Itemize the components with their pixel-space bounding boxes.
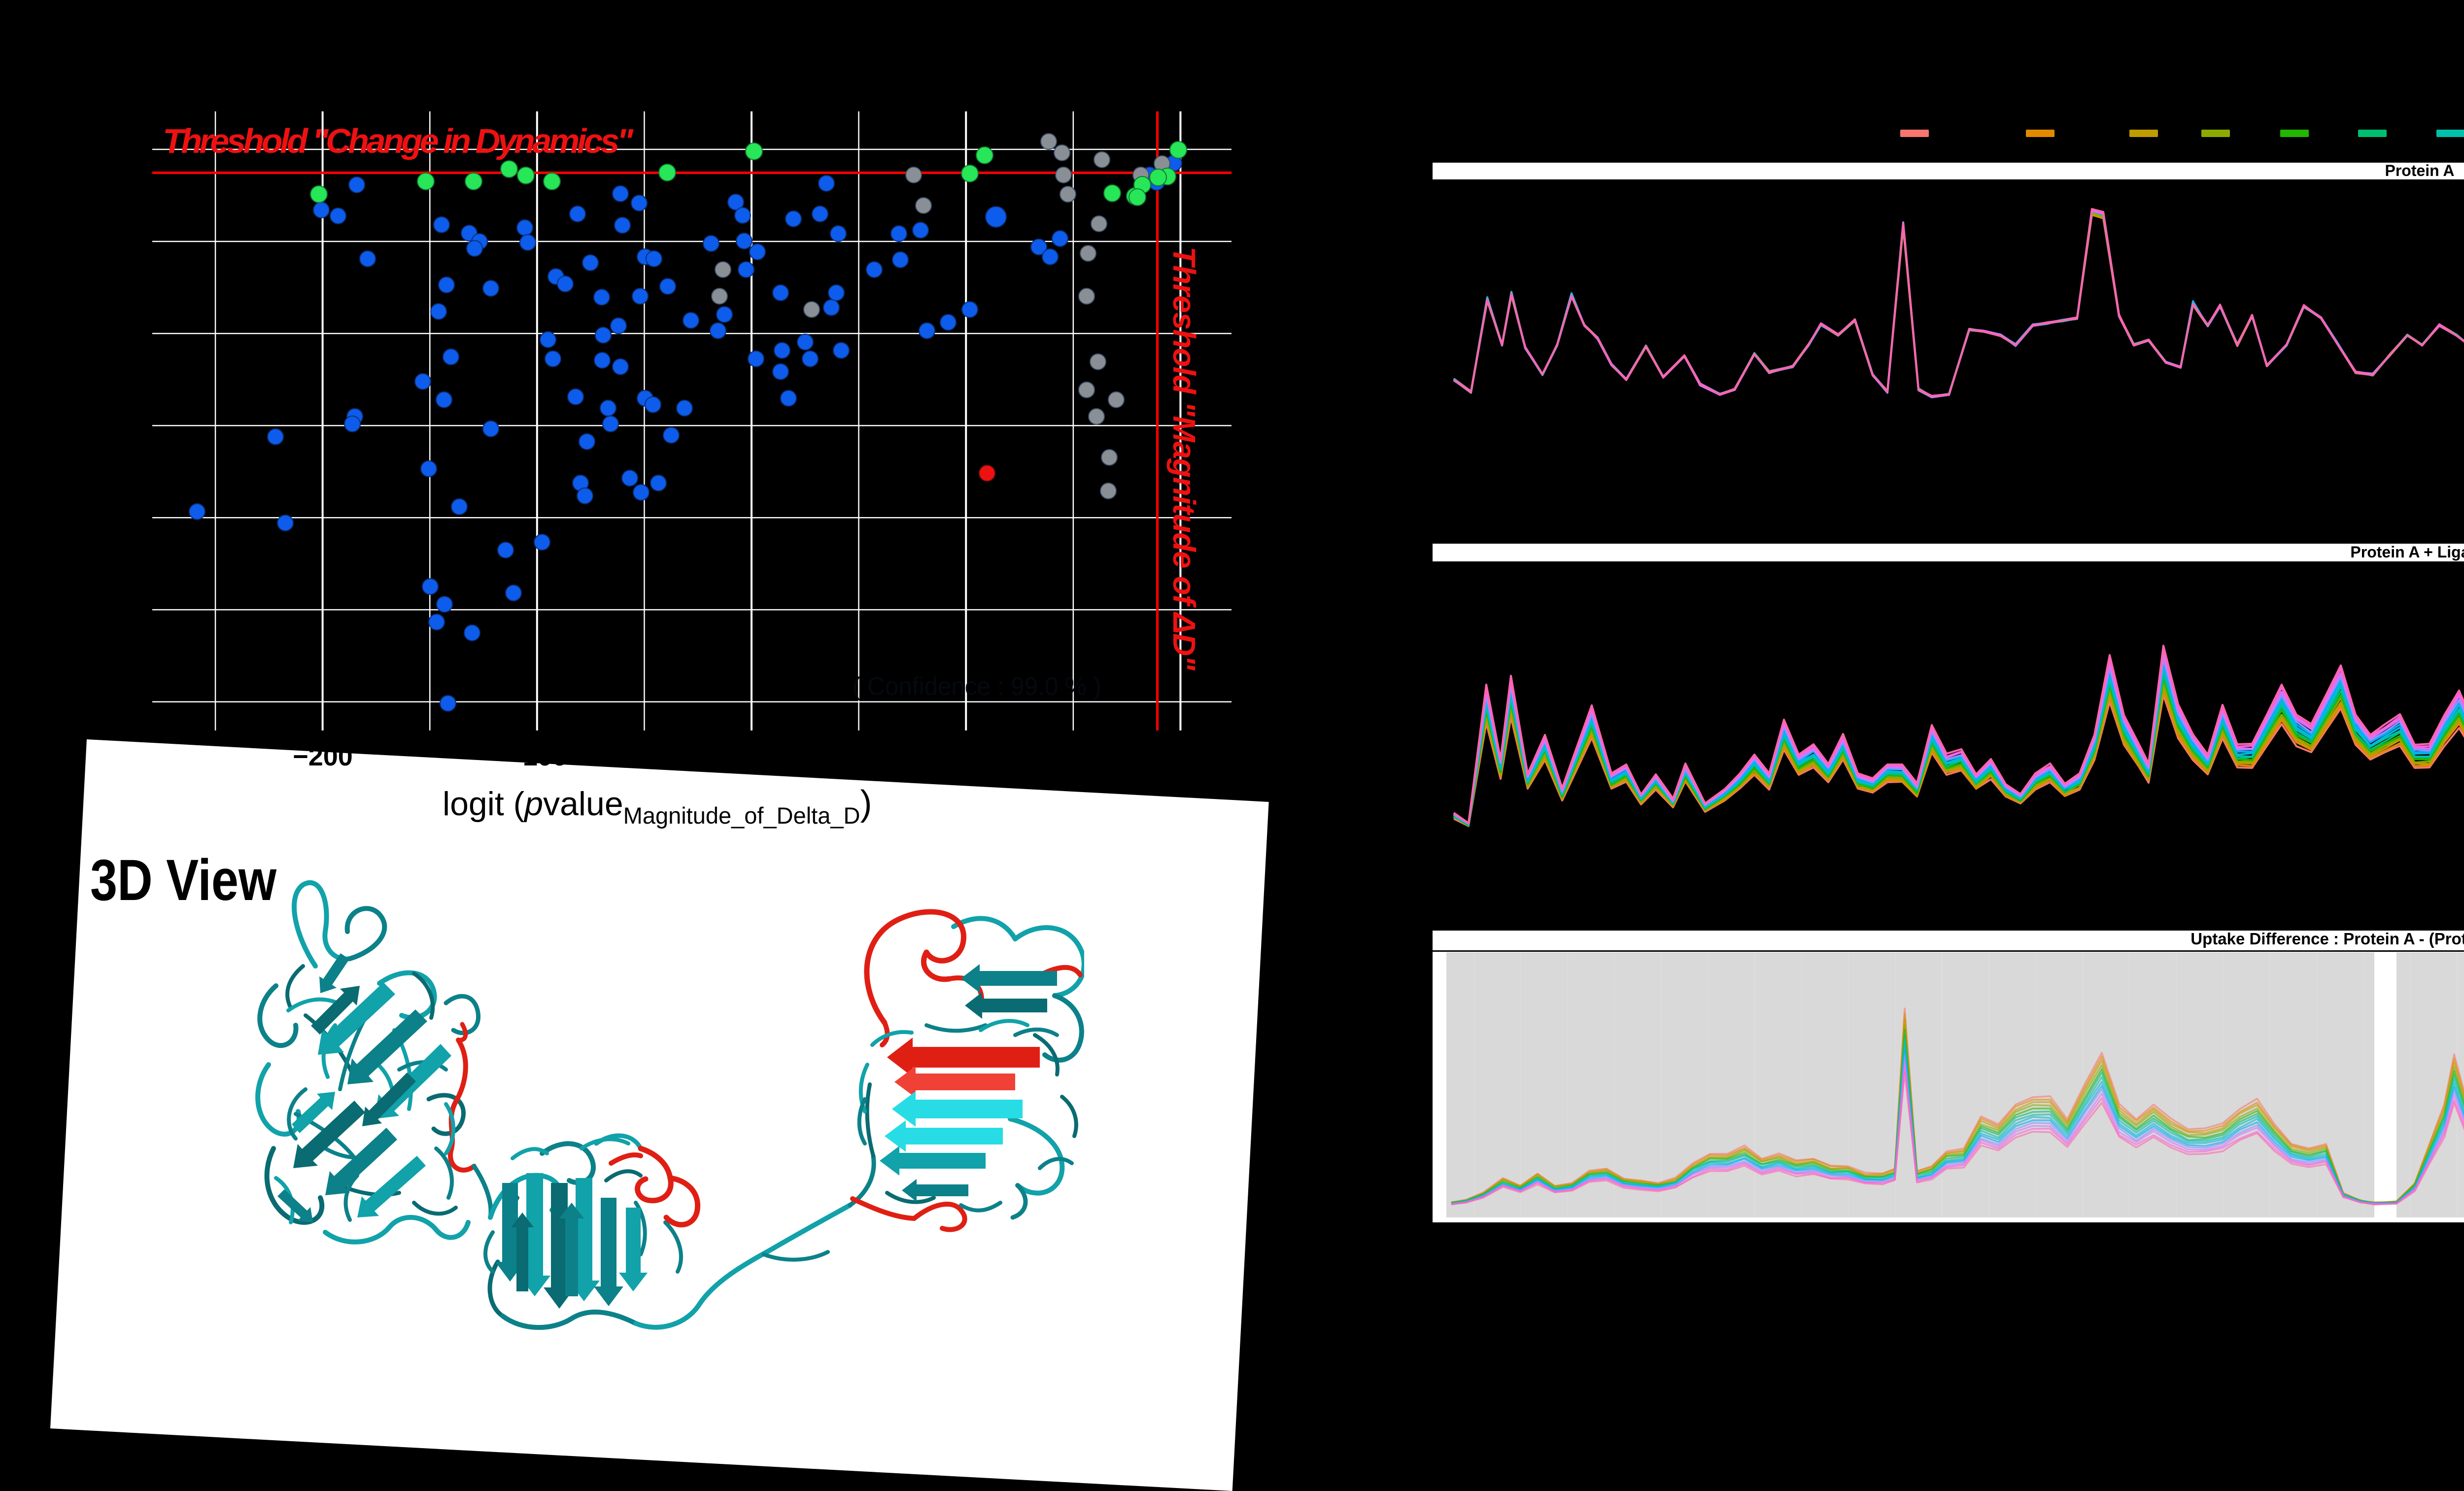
svg-text:Threshold "Change in Dynamics": Threshold "Change in Dynamics" — [163, 122, 634, 160]
svg-text:Threshold "Magnitude of ΔD": Threshold "Magnitude of ΔD" — [1166, 246, 1202, 671]
svg-text:3D View: 3D View — [90, 848, 277, 913]
svg-text:Uptake Difference : Protein A: Uptake Difference : Protein A - (Protein… — [2190, 930, 2464, 948]
svg-text:Protein A: Protein A — [2385, 162, 2454, 179]
svg-text:Protein A + Ligand: Protein A + Ligand — [2350, 543, 2464, 561]
svg-text:( Confidence : 99.0 % ): ( Confidence : 99.0 % ) — [853, 672, 1101, 701]
